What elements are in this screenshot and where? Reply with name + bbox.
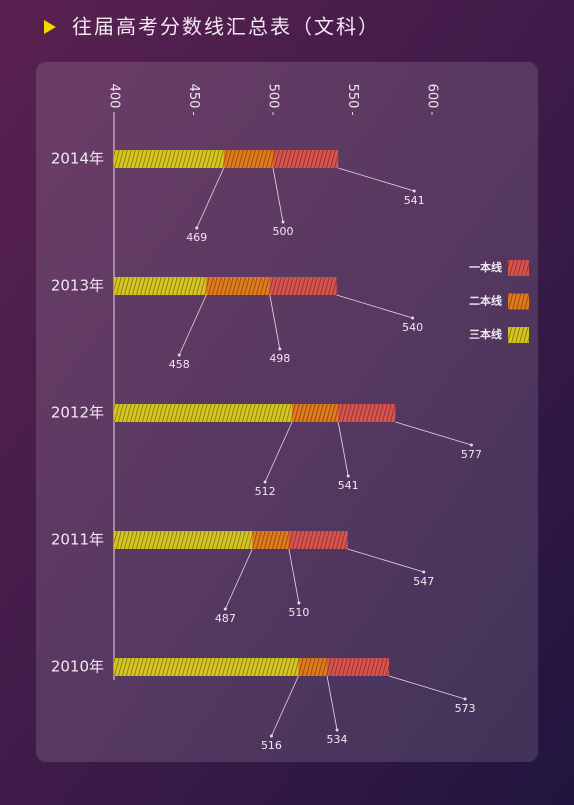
data-label: 458: [169, 358, 190, 371]
leader-dot: [411, 316, 415, 320]
leader-line: [347, 548, 424, 573]
bar: [114, 277, 207, 295]
leader-dot: [463, 697, 467, 701]
data-label: 541: [338, 479, 359, 492]
leader-dot: [335, 728, 339, 732]
leader-line: [337, 421, 349, 477]
y-tick-label: 2011年: [51, 531, 104, 549]
leader-dot: [422, 570, 426, 574]
leader-dot: [269, 734, 273, 738]
x-tick-label: 500: [266, 84, 281, 109]
leader-line: [395, 421, 472, 446]
leader-dot: [346, 474, 350, 478]
legend-swatch: [508, 327, 529, 343]
legend-label: 一本线: [469, 260, 502, 274]
y-tick-label: 2012年: [51, 404, 104, 422]
leader-line: [272, 167, 284, 223]
leader-line: [224, 548, 253, 610]
title-marker: [44, 20, 56, 34]
leader-line: [264, 421, 293, 483]
leader-dot: [281, 220, 285, 224]
leader-dot: [469, 443, 473, 447]
bar: [114, 404, 293, 422]
data-label: 469: [186, 231, 207, 244]
leader-line: [178, 294, 207, 356]
leader-line: [271, 675, 299, 737]
data-label: 500: [273, 225, 294, 238]
bar: [114, 658, 299, 676]
legend-swatch: [508, 293, 529, 310]
data-label: 498: [269, 352, 290, 365]
leader-line: [196, 167, 225, 229]
legend-label: 二本线: [469, 294, 502, 308]
leader-dot: [177, 353, 181, 357]
chart-title: 往届高考分数线汇总表（文科）: [72, 15, 380, 39]
legend-swatch: [508, 260, 529, 276]
data-label: 573: [455, 702, 476, 715]
leader-line: [338, 167, 415, 192]
leader-line: [326, 675, 338, 731]
x-tick-label: 600: [425, 84, 440, 109]
data-label: 541: [404, 194, 425, 207]
data-label: 534: [327, 733, 348, 746]
y-tick-label: 2010年: [51, 658, 104, 676]
leader-line: [336, 294, 413, 319]
leader-dot: [223, 607, 227, 611]
bar: [114, 531, 253, 549]
data-label: 516: [261, 739, 282, 752]
data-label: 547: [413, 575, 434, 588]
y-tick-label: 2013年: [51, 277, 104, 295]
leader-dot: [263, 480, 267, 484]
leader-dot: [278, 347, 282, 351]
leader-line: [269, 294, 281, 350]
data-label: 512: [255, 485, 276, 498]
data-label: 540: [402, 321, 423, 334]
x-tick-label: 550: [345, 84, 360, 109]
leader-dot: [297, 601, 301, 605]
x-tick-label: 450: [186, 84, 201, 109]
data-label: 510: [288, 606, 309, 619]
x-tick-label: 400: [107, 84, 122, 109]
leader-dot: [195, 226, 199, 230]
leader-line: [388, 675, 466, 700]
data-label: 487: [215, 612, 236, 625]
legend-label: 三本线: [469, 327, 502, 341]
leader-line: [288, 548, 300, 604]
leader-dot: [412, 189, 416, 193]
data-label: 577: [461, 448, 482, 461]
bar: [114, 150, 224, 168]
y-tick-label: 2014年: [51, 150, 104, 168]
